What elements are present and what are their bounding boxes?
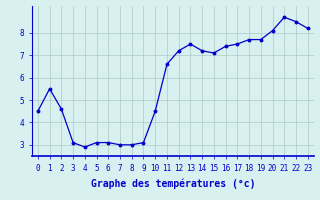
X-axis label: Graphe des températures (°c): Graphe des températures (°c) [91, 178, 255, 189]
